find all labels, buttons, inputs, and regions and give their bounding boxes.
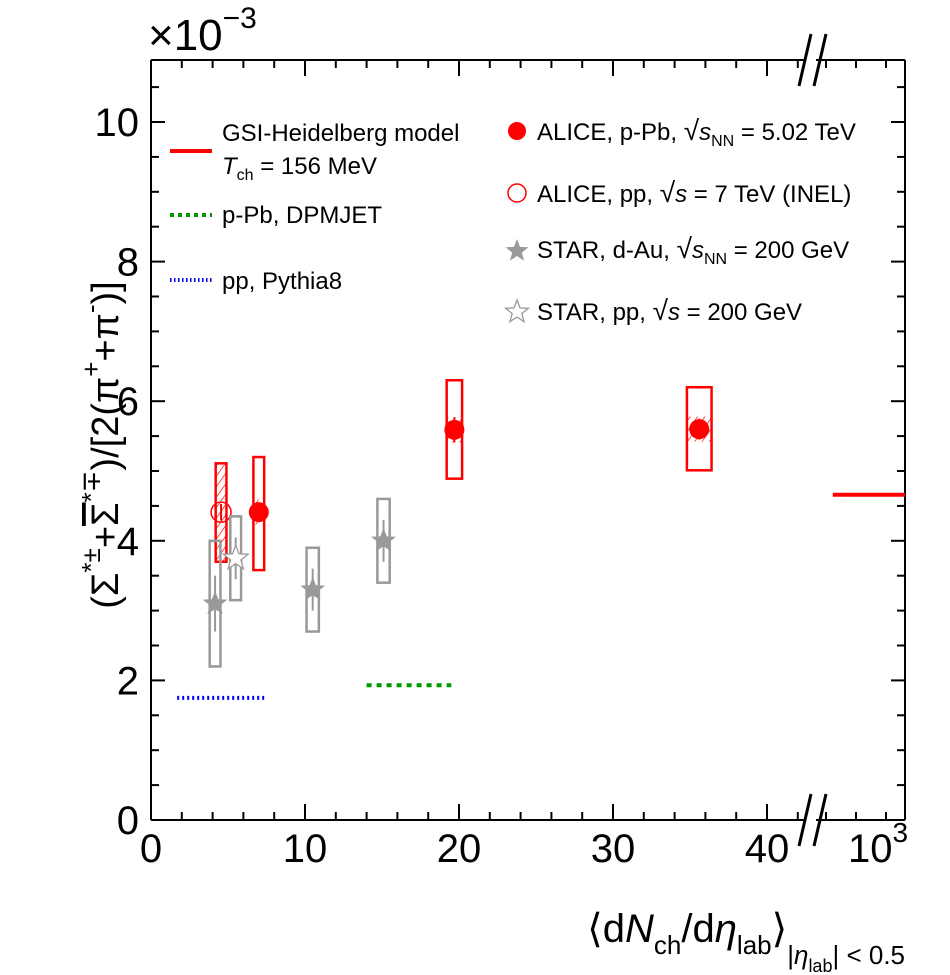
data-point xyxy=(202,539,228,668)
x-tick-label: 20 xyxy=(437,827,482,871)
svg-text:(Σ*±+Σ*∓)/[2(π++π-)]: (Σ*±+Σ*∓)/[2(π++π-)] xyxy=(76,281,127,608)
data-point xyxy=(444,379,465,480)
y-multiplier: ×10−3 xyxy=(148,2,257,60)
y-tick-label: 6 xyxy=(117,380,139,424)
legend-label-star-dau: STAR, d-Au, √sNN = 200 GeV xyxy=(537,233,849,268)
data-point xyxy=(685,385,713,472)
data-point xyxy=(371,497,396,584)
legend-item-star-dau: STAR, d-Au, √sNN = 200 GeV xyxy=(505,233,849,268)
legend-marker-filled-star xyxy=(505,239,529,261)
legend-label-alice-pp: ALICE, pp, √s = 7 TeV (INEL) xyxy=(537,177,851,208)
legend-marker-open-circle xyxy=(507,183,527,203)
data-point xyxy=(221,515,250,602)
x-tick-label: 40 xyxy=(745,827,790,871)
marker-filled-star xyxy=(202,590,228,615)
x-tick-label: 0 xyxy=(140,827,162,871)
legend-label-alice-ppb: ALICE, p-Pb, √sNN = 5.02 TeV xyxy=(537,115,856,150)
legend-marker-filled-circle xyxy=(508,122,526,140)
y-axis-label: (Σ*±+Σ*∓)/[2(π++π-)] xyxy=(76,281,127,608)
y-tick-label: 0 xyxy=(117,799,139,843)
legend-left: GSI-Heidelberg model Tch = 156 MeV p-Pb,… xyxy=(170,120,459,295)
legend-label-star-pp: STAR, pp, √s = 200 GeV xyxy=(537,295,802,326)
x-tick-label: 10 xyxy=(283,827,328,871)
y-tick-labels: 0 2 4 6 8 10 xyxy=(95,101,140,843)
data-point xyxy=(248,455,269,572)
y-tick-label: 2 xyxy=(117,659,139,703)
sqrt-sign: √ xyxy=(653,295,669,326)
axes xyxy=(150,33,906,847)
x-tick-label: 30 xyxy=(591,827,636,871)
break-slash xyxy=(812,33,828,87)
legend-label-gsi-temp: Tch = 156 MeV xyxy=(222,153,377,184)
y-tick-label: 8 xyxy=(117,241,139,285)
break-slash xyxy=(797,793,813,847)
legend-item-gsi: GSI-Heidelberg model Tch = 156 MeV xyxy=(170,120,459,184)
marker-filled-circle xyxy=(444,419,465,440)
marker-filled-star xyxy=(300,576,326,601)
sqrt-sign: √ xyxy=(677,233,693,264)
marker-open-star xyxy=(221,543,250,571)
model-lines xyxy=(177,492,905,700)
x-tick-labels: 0 10 20 30 40 xyxy=(140,827,789,871)
legend-label-dpmjet: p-Pb, DPMJET xyxy=(222,202,382,229)
marker-filled-circle xyxy=(248,502,269,523)
legend-item-alice-pp: ALICE, pp, √s = 7 TeV (INEL) xyxy=(507,177,851,208)
legend-item-alice-ppb: ALICE, p-Pb, √sNN = 5.02 TeV xyxy=(508,115,856,150)
legend-item-star-pp: STAR, pp, √s = 200 GeV xyxy=(503,295,802,326)
data-point xyxy=(300,546,326,633)
legend-label-pythia8: pp, Pythia8 xyxy=(222,268,342,295)
break-slash xyxy=(797,33,813,87)
break-slash xyxy=(812,793,828,847)
x-axis-label: ⟨dNch/dηlab⟩|ηlab| < 0.5 xyxy=(587,907,905,975)
marker-filled-star xyxy=(371,527,396,552)
legend-item-dpmjet: p-Pb, DPMJET xyxy=(170,202,382,229)
legend-label-gsi: GSI-Heidelberg model xyxy=(222,120,459,147)
legend-item-pythia8: pp, Pythia8 xyxy=(170,268,342,295)
x-tick-label-far: 103 xyxy=(848,817,908,871)
x-axis-break-top xyxy=(797,33,828,87)
legend-right: ALICE, p-Pb, √sNN = 5.02 TeV ALICE, pp, … xyxy=(503,115,856,326)
sqrt-sign: √ xyxy=(660,177,676,208)
sqrt-sign: √ xyxy=(684,115,700,146)
x-axis-break-bottom xyxy=(797,793,828,847)
data-points xyxy=(202,379,713,668)
y-tick-label: 10 xyxy=(95,101,140,145)
y-tick-label: 4 xyxy=(117,520,139,564)
marker-filled-circle xyxy=(689,419,710,440)
legend-marker-open-star xyxy=(503,298,531,324)
marker-open-circle xyxy=(210,501,232,523)
